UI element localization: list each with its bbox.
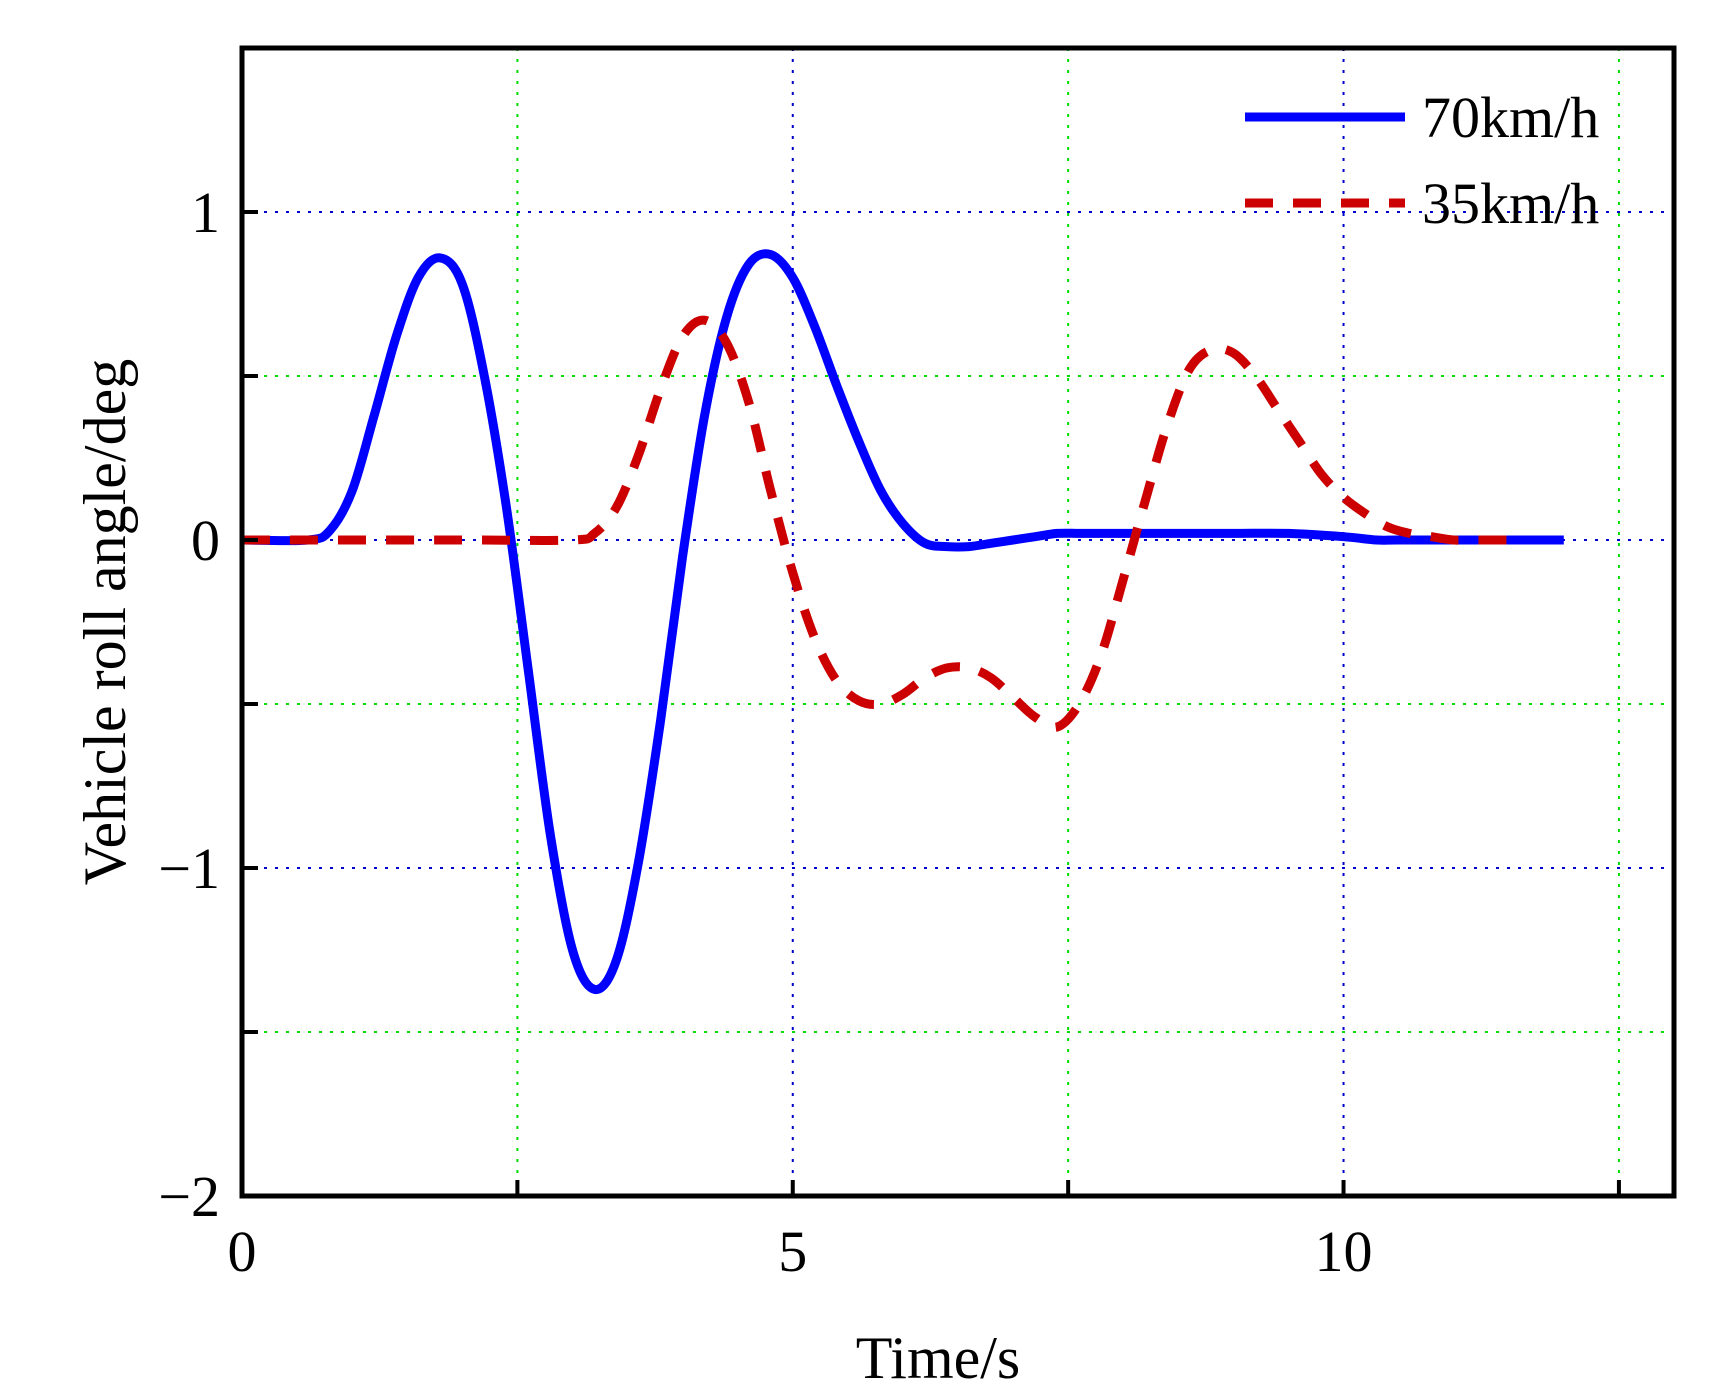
y-tick-label: 0 <box>191 508 220 573</box>
y-tick-label: −2 <box>158 1164 220 1229</box>
series-line-35kmh <box>242 315 1520 732</box>
x-axis-label: Time/s <box>856 1325 1021 1391</box>
x-tick-label: 10 <box>1315 1219 1373 1284</box>
y-tick-label: 1 <box>191 180 220 245</box>
x-tick-label: 0 <box>228 1219 257 1284</box>
legend-label-35: 35km/h <box>1422 171 1599 236</box>
series-line-70kmh <box>241 249 1564 994</box>
series-layer <box>241 249 1564 994</box>
grid-lines <box>242 48 1674 1196</box>
legend: 70km/h 35km/h <box>1245 85 1599 236</box>
y-axis-label: Vehicle roll angle/deg <box>72 359 138 885</box>
tick-labels: 0 5 10 −2 −1 0 1 <box>158 180 1372 1284</box>
x-tick-label: 5 <box>778 1219 807 1284</box>
plot-frame <box>239 45 1677 1199</box>
axis-ticks <box>242 210 1621 1196</box>
y-tick-label: −1 <box>158 836 220 901</box>
legend-label-70: 70km/h <box>1422 85 1599 150</box>
